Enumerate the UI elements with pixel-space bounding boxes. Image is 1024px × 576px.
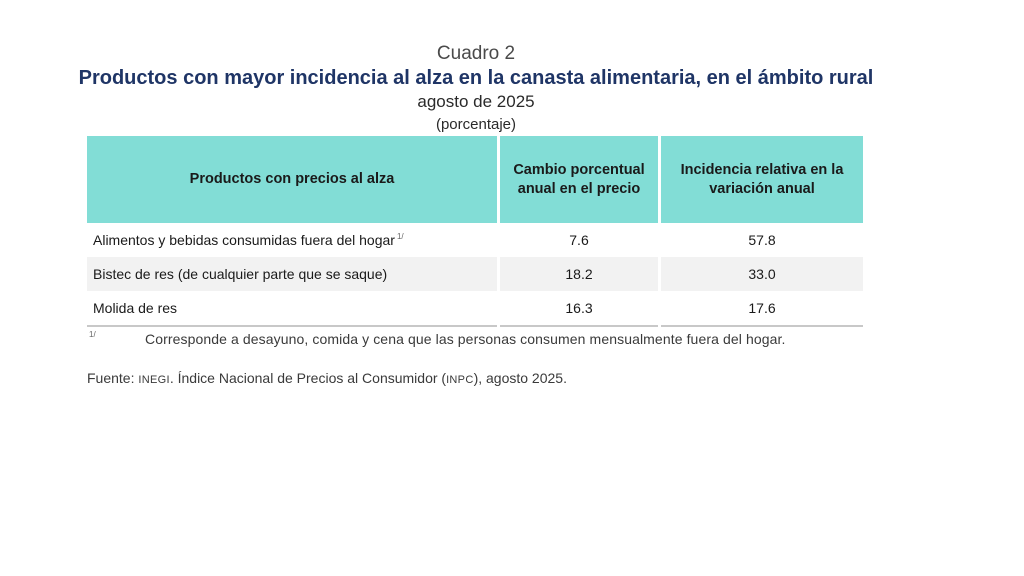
row-annual-change: 18.2 (497, 257, 660, 291)
source-org: INEGI (138, 374, 170, 386)
row-relative-incidence: 57.8 (658, 223, 863, 257)
row-product: Molida de res (87, 291, 499, 327)
row-relative-incidence: 17.6 (658, 291, 863, 327)
row-product: Alimentos y bebidas consumidas fuera del… (87, 223, 499, 257)
table-period: agosto de 2025 (417, 92, 535, 111)
table-row: Molida de res 16.3 17.6 (87, 291, 863, 327)
source-line: Fuente: INEGI. Índice Nacional de Precio… (87, 370, 567, 386)
row-annual-change: 16.3 (497, 291, 660, 327)
table-row: Bistec de res (de cualquier parte que se… (87, 257, 863, 291)
source-date: ), agosto 2025. (473, 370, 567, 386)
header-annual-change: Cambio porcentual anual en el precio (497, 136, 660, 223)
header-relative-incidence: Incidencia relativa en la variación anua… (658, 136, 863, 223)
products-table: Productos con precios al alza Cambio por… (87, 136, 863, 327)
row-annual-change: 7.6 (497, 223, 660, 257)
footnote-ref: 1/ (396, 232, 404, 242)
source-title: . Índice Nacional de Precios al Consumid… (169, 370, 447, 386)
table-row: Alimentos y bebidas consumidas fuera del… (87, 223, 863, 257)
table-label: Cuadro 2 (436, 43, 516, 64)
row-product: Bistec de res (de cualquier parte que se… (87, 257, 499, 291)
table-title: Productos con mayor incidencia al alza e… (78, 67, 874, 89)
row-product-label: Alimentos y bebidas consumidas fuera del… (93, 232, 395, 248)
footnote-mark: 1/ (89, 330, 96, 339)
table-unit: (porcentaje) (435, 116, 517, 133)
row-relative-incidence: 33.0 (658, 257, 863, 291)
header-row: Productos con precios al alza Cambio por… (87, 136, 863, 223)
source-abbr: INPC (446, 374, 474, 386)
source-label: Fuente: (87, 370, 135, 386)
footnote: 1/ Corresponde a desayuno, comida y cena… (87, 330, 867, 348)
header-products: Productos con precios al alza (87, 136, 499, 223)
footnote-text: Corresponde a desayuno, comida y cena qu… (145, 331, 786, 347)
